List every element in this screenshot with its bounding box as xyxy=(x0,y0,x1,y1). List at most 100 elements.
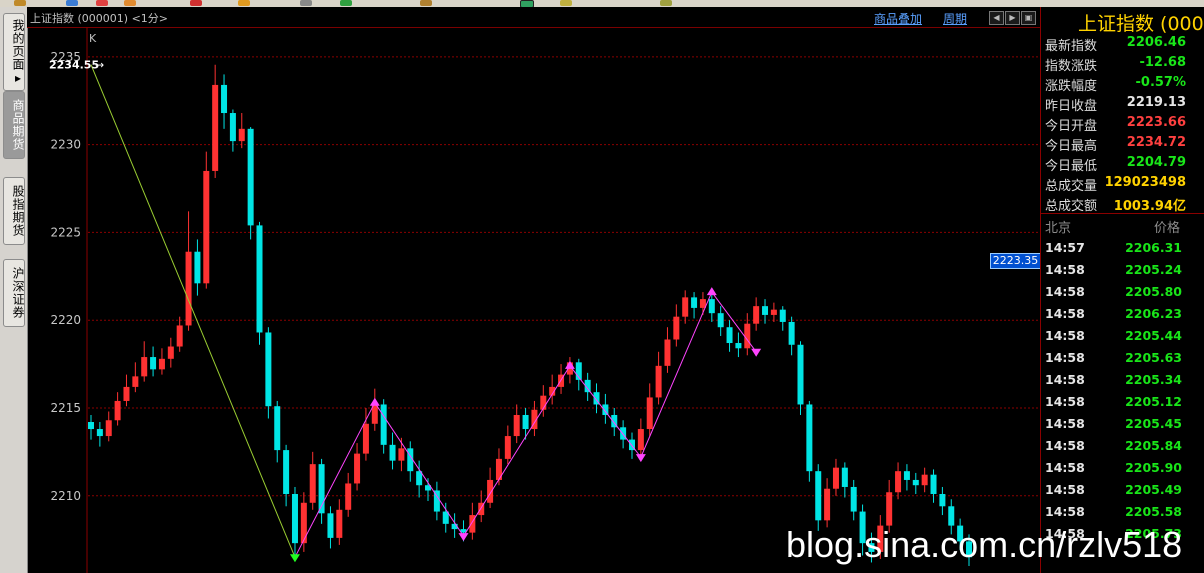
nav-left-icon[interactable]: ◀ xyxy=(989,11,1004,25)
candle-body xyxy=(487,479,494,503)
candle-body xyxy=(433,490,440,512)
tick-time: 14:58 xyxy=(1045,504,1085,519)
candle-body xyxy=(371,404,378,424)
toolbar-icon[interactable] xyxy=(66,0,78,6)
nav-right-icon[interactable]: ▶ xyxy=(1005,11,1020,25)
candle-body xyxy=(451,523,458,530)
candle-body xyxy=(389,444,396,461)
period-link[interactable]: 周期 xyxy=(943,12,968,26)
candle-body xyxy=(903,471,910,480)
tick-time: 14:58 xyxy=(1045,328,1085,343)
candle-body xyxy=(708,299,715,314)
candle-body xyxy=(584,379,591,393)
candle-body xyxy=(469,515,476,533)
tick-time: 14:58 xyxy=(1045,482,1085,497)
tick-header-beijing: 北京 xyxy=(1045,221,1072,236)
quote-value: 2204.79 xyxy=(1126,155,1186,170)
chart-k-label: K xyxy=(89,32,97,45)
toolbar-icon[interactable] xyxy=(660,0,672,6)
toolbar-icon[interactable] xyxy=(560,0,572,6)
candle-body xyxy=(407,448,414,472)
candle-body xyxy=(247,128,254,226)
sidebar-tab-my-page[interactable]: 我的页面▸ xyxy=(3,13,25,91)
wave-line xyxy=(711,291,757,353)
kline-chart[interactable]: 2235 2230 2225 2220 2215 2210 K 2234.55 → xyxy=(27,27,1040,573)
y-tick-label: 2225 xyxy=(50,225,81,239)
candle-body xyxy=(735,343,742,349)
candle-body xyxy=(806,404,813,472)
candle-body xyxy=(96,429,103,437)
maximize-icon[interactable]: ▣ xyxy=(1021,11,1036,25)
wave-line xyxy=(463,365,571,537)
toolbar-icon[interactable] xyxy=(238,0,250,6)
toolbar-icon[interactable] xyxy=(14,0,26,6)
toolbar-icon[interactable] xyxy=(190,0,202,6)
peak-label: 2234.55 xyxy=(49,59,99,72)
tick-price: 2205.49 xyxy=(1125,482,1182,497)
toolbar-icon[interactable] xyxy=(124,0,136,6)
tick-price: 2205.44 xyxy=(1125,328,1182,343)
candle-body xyxy=(655,365,662,398)
candle-body xyxy=(691,297,698,308)
candle-body xyxy=(966,541,972,558)
candle-body xyxy=(912,479,919,486)
chart-header xyxy=(27,7,1040,28)
quote-label: 昨日收盘 xyxy=(1045,99,1098,114)
toolbar-icon[interactable] xyxy=(300,0,312,6)
candle-body xyxy=(380,404,387,445)
tick-price: 2205.84 xyxy=(1125,438,1182,453)
toolbar-icon[interactable] xyxy=(340,0,352,6)
candle-body xyxy=(620,427,627,440)
quote-title: 上证指数 (0000 xyxy=(1078,13,1204,35)
candle-body xyxy=(930,474,937,494)
quote-label: 今日最低 xyxy=(1045,159,1098,174)
candle-body xyxy=(362,423,369,454)
y-tick-label: 2220 xyxy=(50,313,81,327)
candle-body xyxy=(646,397,653,430)
candle-body xyxy=(185,251,192,326)
overlay-link[interactable]: 商品叠加 xyxy=(874,12,923,26)
candle-body xyxy=(158,358,165,370)
candle-body xyxy=(886,492,893,526)
price-tag: 2223.35 xyxy=(990,253,1041,270)
candle-body xyxy=(841,467,848,487)
candle-body xyxy=(948,506,955,526)
tick-header-price: 价格 xyxy=(1154,221,1181,236)
candle-body xyxy=(575,362,582,380)
wave-line xyxy=(640,291,713,458)
candle-body xyxy=(256,225,263,333)
tick-price: 2205.45 xyxy=(1125,416,1182,431)
candle-body xyxy=(637,429,644,451)
candle-body xyxy=(238,128,245,142)
quote-label: 总成交额 xyxy=(1045,199,1098,214)
quote-label: 总成交量 xyxy=(1045,179,1098,194)
candle-body xyxy=(699,299,706,308)
wave-line xyxy=(294,402,376,558)
tick-time: 14:58 xyxy=(1045,460,1085,475)
candle-body xyxy=(212,84,219,171)
tick-time: 14:57 xyxy=(1045,240,1085,255)
candle-body xyxy=(167,346,174,359)
quote-value: 2219.13 xyxy=(1126,95,1186,110)
peak-arrow-icon: → xyxy=(95,59,104,72)
candle-body xyxy=(265,332,272,407)
wave-line xyxy=(569,365,642,458)
candle-body xyxy=(877,525,884,552)
tick-time: 14:58 xyxy=(1045,438,1085,453)
toolbar-icon[interactable] xyxy=(96,0,108,6)
tick-time: 14:58 xyxy=(1045,416,1085,431)
candle-body xyxy=(478,502,485,516)
candle-body xyxy=(416,471,423,486)
sidebar-tab-commodity-futures[interactable]: 商品期货 xyxy=(3,91,25,159)
toolbar-icon[interactable] xyxy=(420,0,432,6)
candle-body xyxy=(176,325,183,347)
candle-body xyxy=(194,251,201,284)
candle-body xyxy=(309,464,316,503)
price-tag-value: 2223.35 xyxy=(992,254,1039,268)
sidebar-tab-index-futures[interactable]: 股指期货 xyxy=(3,177,25,245)
quote-panel xyxy=(1040,7,1204,573)
tick-price: 2205.24 xyxy=(1125,262,1182,277)
wave-marker xyxy=(751,348,762,357)
sidebar-tab-securities[interactable]: 沪深证券 xyxy=(3,259,25,327)
candle-body xyxy=(824,488,831,521)
